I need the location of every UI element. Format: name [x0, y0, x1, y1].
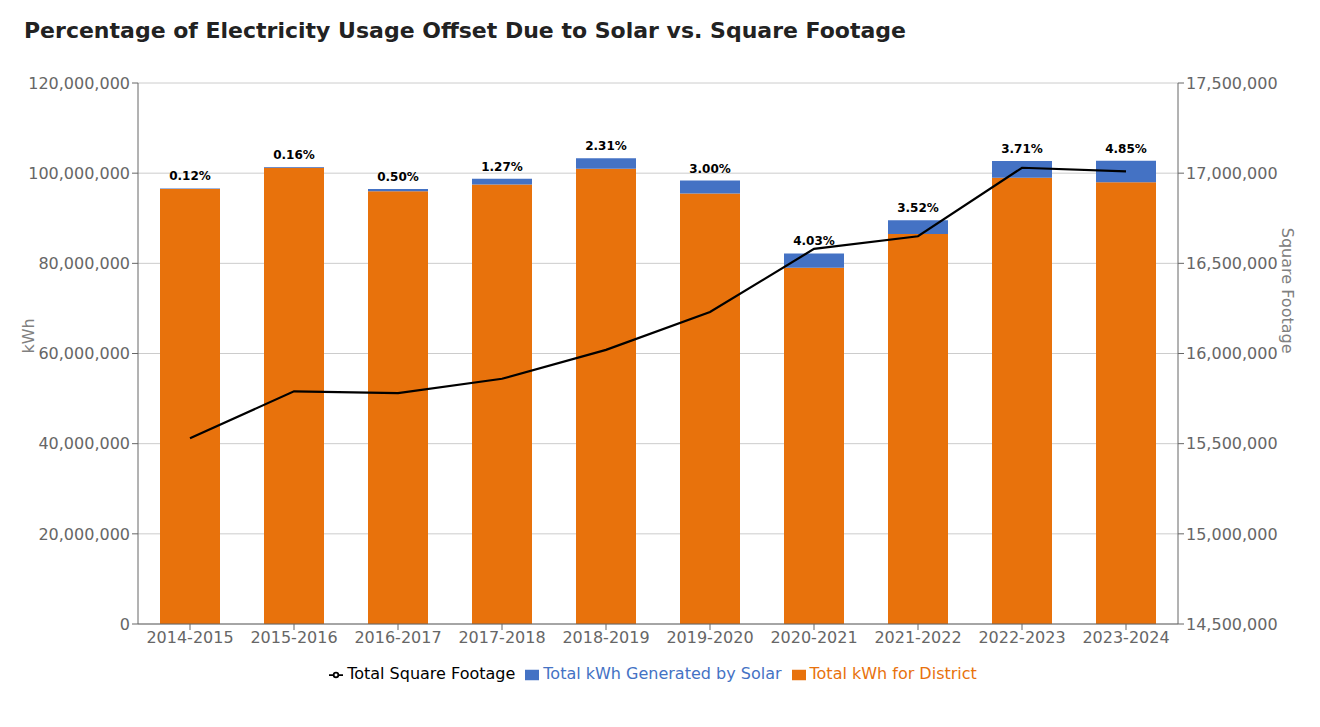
svg-text:100,000,000: 100,000,000 [28, 164, 130, 183]
svg-text:15,500,000: 15,500,000 [1186, 434, 1278, 453]
svg-text:4.03%: 4.03% [793, 234, 835, 248]
svg-text:kWh: kWh [19, 318, 38, 353]
svg-text:14,500,000: 14,500,000 [1186, 615, 1278, 634]
svg-text:4.85%: 4.85% [1105, 142, 1147, 156]
svg-text:2019-2020: 2019-2020 [666, 628, 753, 647]
svg-text:16,500,000: 16,500,000 [1186, 254, 1278, 273]
html-text:Total Square Footage: Total Square Footage [347, 664, 516, 683]
svg-text:2016-2017: 2016-2017 [354, 628, 441, 647]
svg-text:17,500,000: 17,500,000 [1186, 74, 1278, 93]
svg-text:2023-2024: 2023-2024 [1082, 628, 1169, 647]
html-text:Total kWh Generated by Solar: Total kWh Generated by Solar [543, 664, 782, 683]
svg-text:16,000,000: 16,000,000 [1186, 344, 1278, 363]
svg-text:120,000,000: 120,000,000 [28, 74, 130, 93]
svg-text:15,000,000: 15,000,000 [1186, 525, 1278, 544]
svg-text:0.50%: 0.50% [377, 170, 419, 184]
svg-text:1.27%: 1.27% [481, 160, 523, 174]
svg-text:0.16%: 0.16% [273, 148, 315, 162]
svg-text:20,000,000: 20,000,000 [38, 525, 130, 544]
svg-text:3.71%: 3.71% [1001, 142, 1043, 156]
svg-text:3.00%: 3.00% [689, 162, 731, 176]
svg-text:0.12%: 0.12% [169, 169, 211, 183]
html-text:Percentage of Electricity Usag: Percentage of Electricity Usage Offset D… [24, 18, 906, 43]
svg-text:3.52%: 3.52% [897, 201, 939, 215]
svg-text:2.31%: 2.31% [585, 139, 627, 153]
svg-text:0: 0 [120, 615, 130, 634]
html-text:Total kWh for District: Total kWh for District [809, 664, 977, 683]
svg-text:2015-2016: 2015-2016 [250, 628, 337, 647]
svg-text:2022-2023: 2022-2023 [978, 628, 1065, 647]
svg-text:60,000,000: 60,000,000 [38, 344, 130, 363]
svg-text:17,000,000: 17,000,000 [1186, 164, 1278, 183]
svg-text:2020-2021: 2020-2021 [770, 628, 857, 647]
svg-text:80,000,000: 80,000,000 [38, 254, 130, 273]
svg-text:Square Footage: Square Footage [1278, 228, 1297, 354]
svg-text:40,000,000: 40,000,000 [38, 434, 130, 453]
svg-text:2017-2018: 2017-2018 [458, 628, 545, 647]
svg-text:2014-2015: 2014-2015 [146, 628, 233, 647]
svg-text:2018-2019: 2018-2019 [562, 628, 649, 647]
svg-text:2021-2022: 2021-2022 [874, 628, 961, 647]
